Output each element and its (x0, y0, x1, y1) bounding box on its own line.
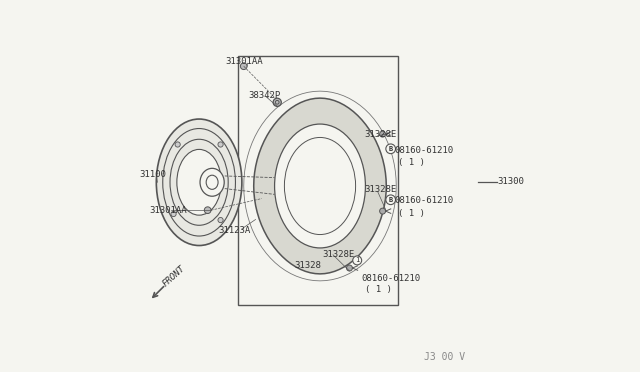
Text: 38342P: 38342P (248, 92, 281, 100)
Text: ( 1 ): ( 1 ) (398, 158, 425, 167)
Text: 08160-61210: 08160-61210 (362, 274, 420, 283)
Circle shape (386, 144, 396, 154)
Text: 31328E: 31328E (365, 130, 397, 139)
Ellipse shape (156, 119, 242, 246)
Polygon shape (253, 98, 387, 274)
Circle shape (353, 256, 362, 265)
Text: 31123A: 31123A (219, 226, 251, 235)
Circle shape (380, 131, 385, 137)
Circle shape (204, 207, 211, 214)
Text: FRONT: FRONT (161, 264, 187, 288)
Text: 31300: 31300 (498, 177, 525, 186)
Circle shape (346, 265, 353, 271)
Text: B: B (388, 146, 393, 152)
Text: 31328E: 31328E (322, 250, 354, 259)
Circle shape (380, 208, 385, 214)
Text: B: B (388, 197, 393, 203)
Circle shape (386, 195, 396, 205)
Ellipse shape (177, 150, 221, 215)
Circle shape (218, 218, 223, 223)
Circle shape (241, 63, 247, 70)
Text: J3 00 V: J3 00 V (424, 352, 465, 362)
Ellipse shape (273, 98, 282, 106)
Text: 31328E: 31328E (365, 185, 397, 194)
Circle shape (171, 211, 176, 217)
Text: ( 1 ): ( 1 ) (365, 285, 392, 294)
Text: 31328: 31328 (294, 262, 321, 270)
Text: 31301AA: 31301AA (149, 206, 186, 215)
Text: ( 1 ): ( 1 ) (398, 209, 425, 218)
Ellipse shape (200, 168, 224, 196)
Text: 31301AA: 31301AA (225, 57, 263, 66)
Text: 1: 1 (355, 257, 359, 263)
Text: 08160-61210: 08160-61210 (394, 196, 454, 205)
Text: 08160-61210: 08160-61210 (394, 146, 454, 155)
Circle shape (175, 142, 180, 147)
Ellipse shape (275, 124, 365, 248)
Text: 31100: 31100 (140, 170, 166, 179)
Circle shape (218, 142, 223, 147)
